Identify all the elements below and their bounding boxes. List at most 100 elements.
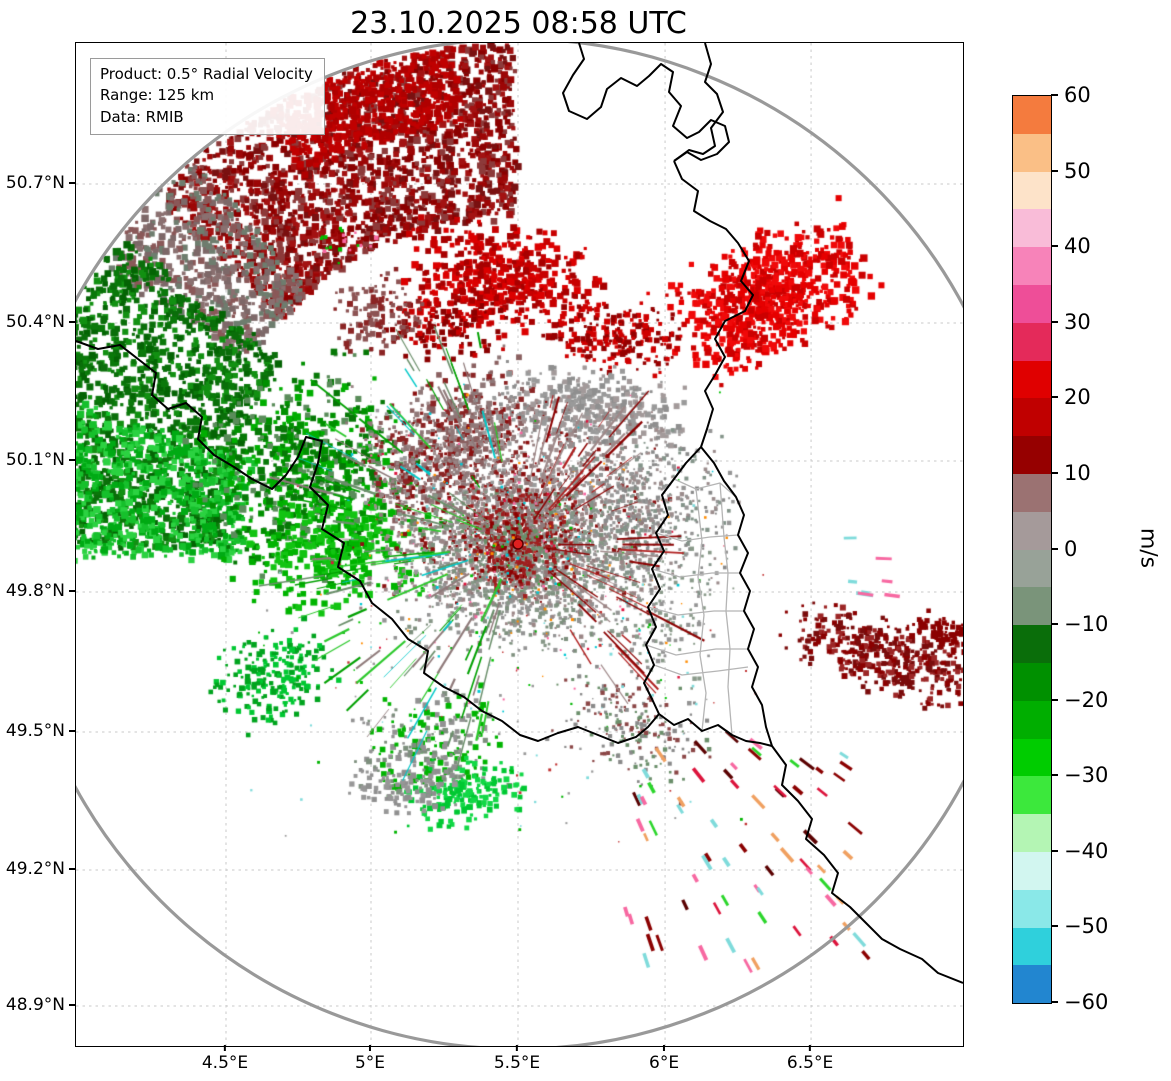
colorbar-tick-mark — [1051, 547, 1058, 550]
colorbar-tick-label: 60 — [1064, 83, 1091, 107]
y-tick-mark — [69, 182, 75, 184]
colorbar-tick-label: 40 — [1064, 234, 1091, 259]
x-tick-mark — [663, 1045, 665, 1051]
y-tick-mark — [69, 459, 75, 461]
colorbar-tick-mark — [1051, 94, 1058, 96]
y-tick: 50.7°N — [6, 173, 75, 193]
admin-inner-border — [653, 664, 749, 676]
country-border — [643, 446, 773, 747]
colorbar-tick-mark — [1051, 623, 1058, 626]
colorbar-segment — [1013, 587, 1051, 626]
colorbar-tick: 40 — [1051, 234, 1091, 258]
colorbar-tick-mark — [1051, 774, 1058, 777]
colorbar-segment — [1013, 473, 1051, 512]
info-product: Product: 0.5° Radial Velocity — [100, 65, 313, 83]
colorbar-tick-mark — [1051, 320, 1058, 323]
colorbar-segment — [1013, 96, 1051, 134]
y-tick-mark — [69, 868, 75, 870]
admin-inner-border — [651, 568, 740, 578]
x-tick-label: 4.5°E — [201, 1053, 249, 1073]
admin-inner-border — [673, 478, 737, 498]
y-tick-mark — [69, 1004, 75, 1006]
x-tick-label: 5.5°E — [493, 1053, 541, 1073]
country-border — [673, 43, 724, 162]
colorbar-segment — [1013, 549, 1051, 588]
colorbar-segment — [1013, 814, 1051, 852]
colorbar-unit-label: m/s — [1135, 527, 1161, 569]
y-tick: 48.9°N — [6, 995, 75, 1015]
admin-inner-border — [647, 606, 744, 616]
colorbar-segment — [1013, 965, 1051, 1004]
map-plot-area: Product: 0.5° Radial Velocity Range: 125… — [75, 42, 964, 1047]
colorbar-tick-label: 10 — [1064, 460, 1091, 485]
y-tick-label: 48.9°N — [5, 994, 65, 1015]
admin-inner-border — [719, 482, 733, 736]
colorbar-tick: −40 — [1051, 839, 1108, 863]
plot-title: 23.10.2025 08:58 UTC — [350, 6, 687, 41]
info-box: Product: 0.5° Radial Velocity Range: 125… — [90, 58, 325, 135]
colorbar-tick-label: 20 — [1064, 385, 1091, 410]
x-tick-label: 6°E — [649, 1053, 680, 1073]
x-tick-label: 6.5°E — [786, 1053, 834, 1073]
colorbar-segment — [1013, 700, 1051, 739]
admin-inner-border — [695, 488, 707, 732]
x-tick-mark — [809, 1045, 811, 1051]
colorbar-tick: −30 — [1051, 763, 1108, 787]
colorbar-tick: 30 — [1051, 310, 1091, 334]
y-tick: 50.1°N — [6, 450, 75, 470]
x-tick-label: 5°E — [354, 1053, 386, 1073]
colorbar-tick-label: −60 — [1064, 990, 1109, 1014]
country-border — [771, 745, 963, 984]
colorbar-segment — [1013, 284, 1051, 323]
y-tick-label: 50.1°N — [5, 450, 65, 471]
colorbar-segment — [1013, 625, 1051, 663]
colorbar-segment — [1013, 738, 1051, 777]
colorbar-tick-mark — [1051, 698, 1058, 701]
info-range: Range: 125 km — [100, 86, 215, 105]
colorbar-segment — [1013, 851, 1051, 890]
colorbar-tick-mark — [1051, 849, 1058, 852]
radar-location-marker — [512, 538, 524, 550]
colorbar-segment — [1013, 511, 1051, 550]
x-tick-mark — [369, 1045, 371, 1051]
colorbar-tick-label: −50 — [1064, 914, 1109, 939]
y-tick-label: 50.7°N — [5, 173, 65, 194]
y-axis-tick-labels: 50.7°N 50.4°N 50.1°N 49.8°N 49.5°N 49.2°N 48.9… — [0, 42, 75, 1045]
x-tick: 4.5°E — [202, 1045, 248, 1073]
y-tick: 49.8°N — [6, 581, 75, 601]
colorbar-tick-label: 50 — [1064, 158, 1091, 183]
colorbar-tick-mark — [1051, 396, 1058, 399]
info-source: Data: RMIB — [100, 107, 184, 126]
colorbar-segment — [1013, 360, 1051, 399]
country-border — [76, 340, 660, 744]
colorbar-tick-mark — [1051, 245, 1058, 248]
colorbar-tick-label: −40 — [1064, 838, 1109, 863]
colorbar-tick-mark — [1051, 925, 1058, 928]
colorbar: 60 50 40 30 20 10 0 −10 −20 −30 −40 −50 −60 m/s — [1012, 83, 1171, 1014]
y-tick-label: 49.5°N — [5, 720, 65, 741]
map-overlay-layer — [76, 43, 963, 1046]
colorbar-tick: −10 — [1051, 612, 1108, 636]
x-tick: 6.5°E — [787, 1045, 833, 1073]
colorbar-segment — [1013, 322, 1051, 361]
colorbar-tick-label: 30 — [1064, 309, 1091, 334]
x-tick: 5°E — [355, 1045, 385, 1073]
country-border — [562, 43, 730, 162]
y-tick: 50.4°N — [6, 312, 75, 332]
colorbar-tick-mark — [1051, 471, 1058, 474]
colorbar-tick: −20 — [1051, 688, 1108, 712]
y-tick-mark — [69, 590, 75, 592]
y-tick-label: 50.4°N — [5, 312, 65, 333]
colorbar-segment — [1013, 776, 1051, 815]
y-tick-label: 49.2°N — [5, 858, 65, 879]
colorbar-tick-mark — [1051, 1001, 1058, 1003]
colorbar-segment — [1013, 171, 1051, 210]
colorbar-tick: 20 — [1051, 385, 1091, 409]
colorbar-tick: 10 — [1051, 461, 1091, 485]
y-tick-label: 49.8°N — [5, 581, 65, 602]
x-tick-mark — [224, 1045, 226, 1051]
colorbar-tick-label: −10 — [1064, 612, 1109, 637]
country-border — [673, 160, 754, 448]
admin-inner-border — [655, 532, 739, 542]
